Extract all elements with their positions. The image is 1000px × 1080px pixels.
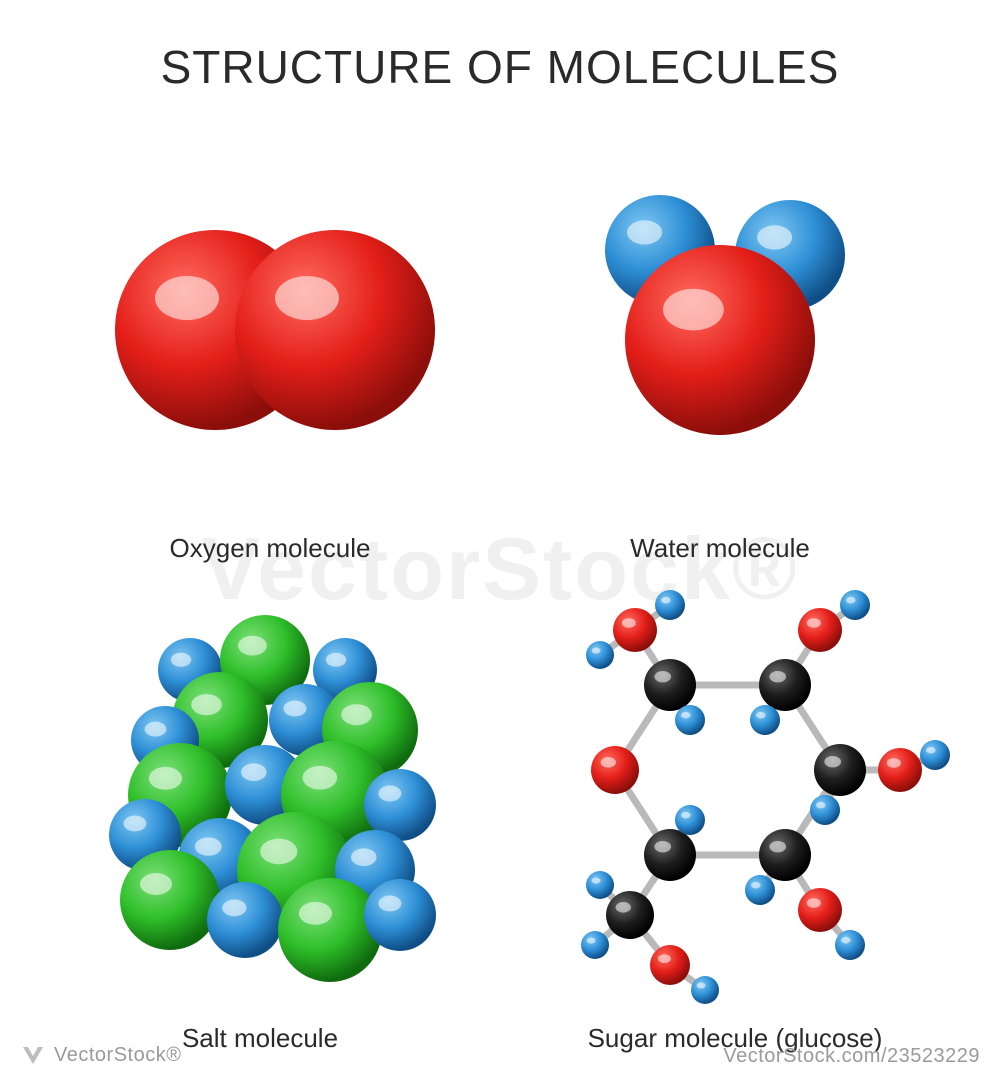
- oxygen-diagram: [90, 160, 450, 520]
- oxygen-cell: Oxygen molecule: [90, 160, 450, 565]
- page-title: STRUCTURE OF MOLECULES: [0, 0, 1000, 94]
- logo-icon: [20, 1042, 46, 1068]
- footer: VectorStock® VectorStock.com/23523229: [20, 1042, 980, 1068]
- sugar-diagram: [520, 560, 950, 1010]
- sugar-cell: Sugar molecule (glucose): [520, 560, 950, 1055]
- footer-brand-text: VectorStock®: [54, 1044, 181, 1067]
- molecule-grid: Oxygen molecule Water molecule Salt mole…: [0, 120, 1000, 1000]
- salt-cell: Salt molecule: [70, 570, 450, 1055]
- footer-brand: VectorStock®: [20, 1042, 181, 1068]
- water-cell: Water molecule: [560, 160, 880, 565]
- salt-diagram: [70, 570, 450, 1010]
- footer-id: VectorStock.com/23523229: [723, 1045, 980, 1068]
- water-diagram: [560, 160, 880, 520]
- oxygen-label: Oxygen molecule: [90, 532, 450, 565]
